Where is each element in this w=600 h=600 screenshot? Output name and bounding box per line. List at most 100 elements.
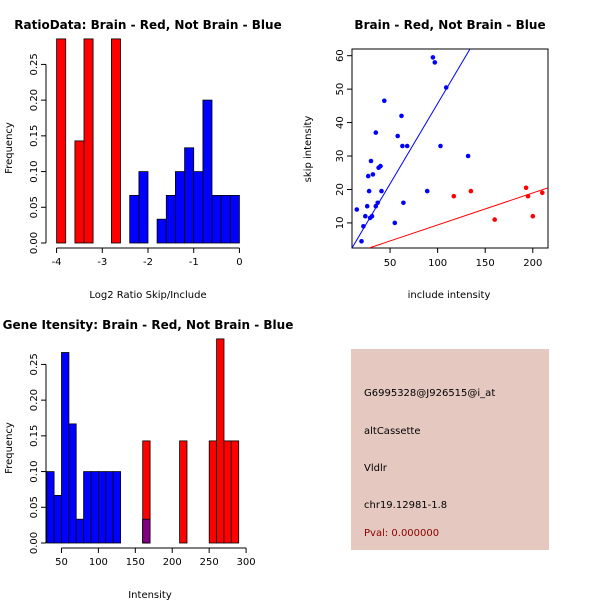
ratio-bar-not-brain-9 [220,194,231,244]
ratio-x-tick-label-4: 0 [236,257,242,268]
gene-x-tick-label-2: 150 [126,557,145,568]
gene-bar-not-brain-1 [53,494,62,544]
scatter-point-brain-2 [492,217,498,222]
ratio-bar-not-brain-1 [138,171,149,244]
probe-id-text: G6995328@J926515@i_at [364,388,495,399]
ratio-bar-brain-2 [83,38,94,244]
gene-bar-not-brain-2 [61,352,70,544]
scatter-y-tick-label-5: 60 [335,49,346,62]
gene-bar-brain-2 [208,440,217,544]
scatter-point-not-brain-21 [400,143,405,149]
ratio-bar-not-brain-0 [129,194,140,244]
ratio-y-tick-label-2: 0.10 [29,160,40,182]
scatter-point-brain-6 [540,190,545,196]
scatter-point-not-brain-8 [368,158,374,164]
info-panel-background [351,349,549,550]
gene-x-tick-label-5: 300 [237,557,256,568]
ratio-bar-not-brain-3 [165,194,176,244]
scatter-fit-line-red [368,187,548,248]
scatter-point-brain-3 [523,185,529,191]
gene-bar-brain-1 [179,440,188,544]
ratio-bar-not-brain-10 [229,194,240,244]
scatter-point-brain-4 [525,193,531,199]
scatter-chart-title: Brain - Red, Not Brain - Blue [354,18,545,32]
gene-chart-title: Gene Itensity: Brain - Red, Not Brain - … [3,318,294,332]
scatter-point-not-brain-20 [399,113,404,119]
gene-y-tick-label-0: 0.00 [29,532,40,554]
ratio-bar-not-brain-4 [174,171,185,244]
gene-name-text: Vldlr [364,463,388,474]
gene-bar-brain-5 [230,440,240,544]
scatter-x-tick-label-0: 50 [384,258,397,269]
scatter-point-not-brain-5 [365,173,371,179]
scatter-x-tick-label-2: 150 [476,258,495,269]
scatter-point-not-brain-0 [354,207,360,212]
scatter-point-not-brain-1 [359,239,364,244]
scatter-point-not-brain-12 [373,130,379,135]
scatter-point-not-brain-25 [430,55,436,60]
ratio-x-axis-label: Log2 Ratio Skip/Include [89,290,206,301]
scatter-panel: Brain - Red, Not Brain - Blue include in… [303,18,549,301]
location-text: chr19.12981-1.8 [364,500,447,511]
scatter-point-brain-0 [451,193,457,199]
scatter-point-not-brain-28 [443,85,449,90]
gene-bar-brain-3 [216,338,225,544]
gene-y-tick-label-5: 0.25 [29,353,40,375]
gene-y-tick-label-1: 0.05 [29,496,40,518]
gene-bar-not-brain-5 [83,471,92,544]
ratio-y-axis-label: Frequency [4,122,15,174]
scatter-y-axis-label: skip intensity [303,116,314,183]
scatter-y-tick-label-4: 50 [335,83,346,96]
scatter-y-tick-label-1: 20 [335,183,346,196]
gene-intensity-histogram-panel: Gene Itensity: Brain - Red, Not Brain - … [3,318,294,600]
gene-x-tick-label-1: 100 [89,557,108,568]
scatter-x-tick-label-3: 200 [523,258,542,269]
scatter-y-tick-label-3: 40 [335,116,346,129]
gene-bar-not-brain-3 [68,423,77,544]
scatter-point-not-brain-27 [438,143,443,149]
scatter-point-not-brain-11 [373,203,379,209]
pval-text: Pval: 0.000000 [364,528,439,539]
scatter-x-tick-label-1: 100 [428,258,447,269]
scatter-point-not-brain-2 [361,224,366,229]
ratio-bar-not-brain-7 [202,99,213,244]
ratio-bar-brain-1 [74,140,85,244]
gene-x-axis-label: Intensity [128,590,172,600]
info-panel: G6995328@J926515@i_at altCassette Vldlr … [351,349,549,550]
gene-bar-not-brain-7 [98,471,107,544]
scatter-plot-frame [351,48,549,249]
ratio-bar-not-brain-5 [184,147,195,244]
ratio-x-tick-label-0: -4 [52,257,62,268]
ratio-bar-not-brain-6 [193,171,204,244]
ratio-bar-not-brain-2 [156,218,167,244]
event-type-text: altCassette [364,426,421,437]
ratio-histogram-panel: RatioData: Brain - Red, Not Brain - Blue… [4,18,282,301]
ratio-bar-not-brain-8 [211,194,222,244]
ratio-y-tick-label-5: 0.25 [29,53,40,75]
scatter-point-not-brain-10 [370,172,376,177]
scatter-point-not-brain-19 [395,133,401,139]
scatter-point-not-brain-13 [375,200,381,206]
scatter-point-brain-1 [468,188,474,194]
gene-bar-overlap-0 [142,518,151,544]
ratio-bar-brain-0 [56,38,67,244]
gene-x-tick-label-0: 50 [55,557,68,568]
scatter-point-brain-5 [530,213,536,219]
gene-y-tick-label-3: 0.15 [29,425,40,447]
gene-y-axis-label: Frequency [4,422,15,474]
scatter-point-not-brain-9 [369,213,375,219]
ratio-y-tick-label-1: 0.05 [29,196,40,218]
gene-y-tick-label-4: 0.20 [29,389,40,411]
scatter-point-not-brain-16 [379,188,384,194]
scatter-point-not-brain-17 [382,98,387,104]
ratio-chart-title: RatioData: Brain - Red, Not Brain - Blue [14,18,281,32]
scatter-point-not-brain-15 [378,163,383,169]
scatter-point-not-brain-3 [363,213,368,219]
gene-bar-brain-4 [223,440,232,544]
ratio-y-tick-label-4: 0.20 [29,89,40,111]
ratio-bar-brain-3 [111,38,121,244]
gene-y-tick-label-2: 0.10 [29,460,40,482]
gene-bar-not-brain-0 [46,471,55,544]
scatter-point-not-brain-29 [465,153,471,159]
